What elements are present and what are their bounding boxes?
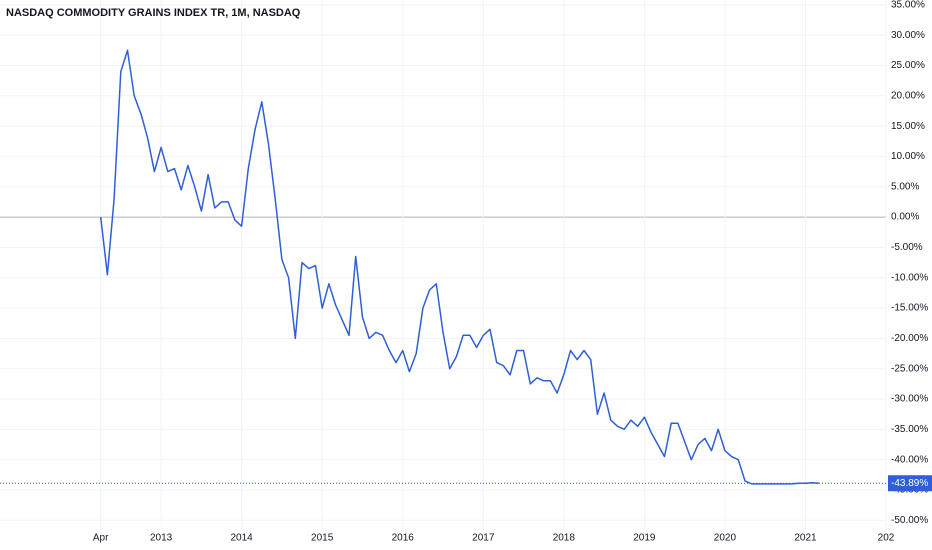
y-tick-label: 30.00% [891, 30, 925, 41]
y-tick-label: -35.00% [891, 424, 928, 435]
x-tick-label: 2018 [553, 533, 576, 544]
x-tick-label: 2020 [714, 533, 737, 544]
y-tick-label: -40.00% [891, 454, 928, 465]
line-series [99, 49, 819, 485]
x-tick-label: 2013 [150, 533, 173, 544]
y-tick-label: 20.00% [891, 90, 925, 101]
y-tick-label: -25.00% [891, 363, 928, 374]
y-tick-label: 10.00% [891, 151, 925, 162]
y-tick-label: -30.00% [891, 394, 928, 405]
y-tick-label: -15.00% [891, 303, 928, 314]
last-value-label: -43.89% [891, 478, 928, 489]
last-value-box [888, 475, 932, 492]
y-tick-label: -20.00% [891, 333, 928, 344]
y-tick-label: 35.00% [891, 0, 925, 10]
y-tick-label: 0.00% [891, 212, 919, 223]
y-tick-label: 5.00% [891, 181, 919, 192]
x-tick-label: 2017 [472, 533, 495, 544]
y-tick-label: -10.00% [891, 272, 928, 283]
x-tick-label: 2019 [633, 533, 656, 544]
y-tick-label: 15.00% [891, 121, 925, 132]
x-tick-label: 202 [878, 533, 895, 544]
y-tick-label: -5.00% [891, 242, 923, 253]
marks [0, 49, 886, 485]
x-tick-label: 2021 [794, 533, 817, 544]
grid [0, 0, 887, 530]
x-tick-label: Apr [93, 533, 109, 544]
y-tick-label: 25.00% [891, 60, 925, 71]
chart-title: NASDAQ COMMODITY GRAINS INDEX TR, 1M, NA… [6, 7, 301, 19]
y-tick-label: -50.00% [891, 515, 928, 526]
x-tick-label: 2014 [231, 533, 254, 544]
x-tick-label: 2015 [311, 533, 334, 544]
x-tick-label: 2016 [392, 533, 415, 544]
labels: 35.00% 30.00% 25.00% 20.00% 15.00% 10.00% 5.00… [93, 0, 932, 544]
